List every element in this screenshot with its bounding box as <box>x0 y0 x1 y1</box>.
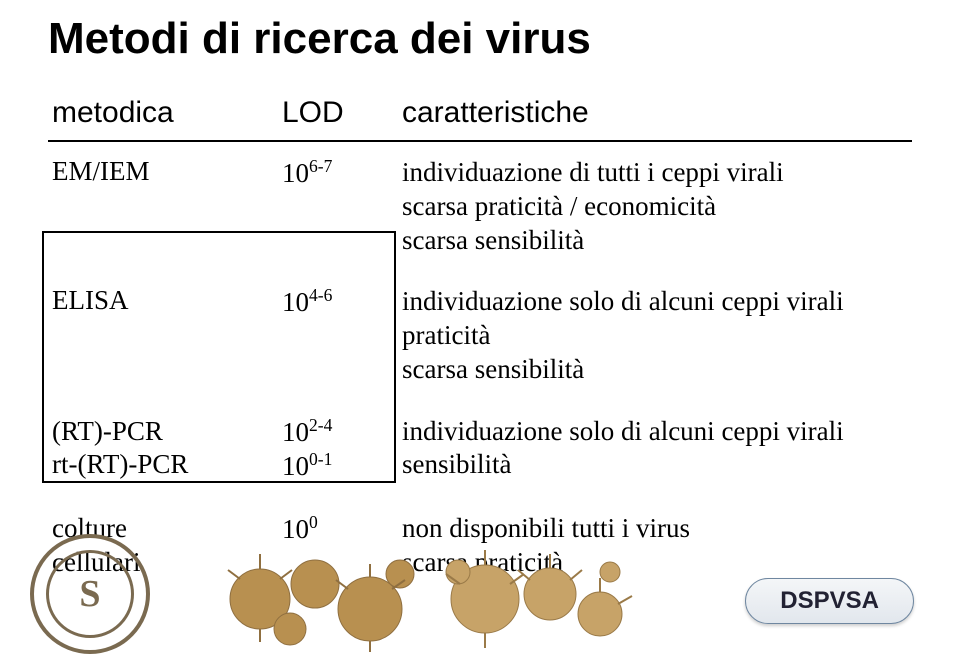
col-caratteristiche: caratteristiche <box>398 90 912 141</box>
method-cell: EM/IEM <box>48 141 278 271</box>
lod-exp: 0 <box>309 512 318 532</box>
lod-cell: 106-7 <box>278 141 398 271</box>
method-cell: (RT)-PCR rt-(RT)-PCR <box>48 401 278 499</box>
char-line: scarsa sensibilità <box>402 353 904 387</box>
table-row: EM/IEM 106-7 individuazione di tutti i c… <box>48 141 912 271</box>
lod-exp: 0-1 <box>309 449 332 469</box>
methods-table: metodica LOD caratteristiche EM/IEM 106-… <box>48 90 912 594</box>
method-cell: ELISA <box>48 271 278 400</box>
char-line: individuazione di tutti i ceppi virali <box>402 156 904 190</box>
characteristics-cell: individuazione solo di alcuni ceppi vira… <box>398 401 912 499</box>
char-line: praticità <box>402 319 904 353</box>
method-line: rt-(RT)-PCR <box>52 448 270 482</box>
dspvsa-badge: DSPVSA <box>745 578 914 624</box>
slide: Metodi di ricerca dei virus metodica LOD… <box>0 0 960 668</box>
table-header-row: metodica LOD caratteristiche <box>48 90 912 141</box>
col-metodica: metodica <box>48 90 278 141</box>
lod-base: 10 <box>282 514 309 544</box>
page-title: Metodi di ricerca dei virus <box>48 14 912 64</box>
lod-base: 10 <box>282 417 309 447</box>
lod-line: 100-1 <box>282 449 390 484</box>
lod-base: 10 <box>282 287 309 317</box>
lod-base: 10 <box>282 158 309 188</box>
institute-seal-icon: S <box>30 534 150 654</box>
lod-cell: 104-6 <box>278 271 398 400</box>
char-line: non disponibili tutti i virus <box>402 512 904 546</box>
seal-inner: S <box>46 550 134 638</box>
lod-cell: 102-4 100-1 <box>278 401 398 499</box>
lod-exp: 2-4 <box>309 415 332 435</box>
table-row: (RT)-PCR rt-(RT)-PCR 102-4 100-1 individ… <box>48 401 912 499</box>
lod-exp: 4-6 <box>309 285 332 305</box>
char-line: scarsa praticità / economicità <box>402 190 904 224</box>
col-lod: LOD <box>278 90 398 141</box>
lod-base: 10 <box>282 451 309 481</box>
table-row: ELISA 104-6 individuazione solo di alcun… <box>48 271 912 400</box>
char-line: scarsa sensibilità <box>402 224 904 258</box>
char-line: sensibilità <box>402 448 904 482</box>
lod-exp: 6-7 <box>309 156 332 176</box>
char-line: individuazione solo di alcuni ceppi vira… <box>402 415 904 449</box>
method-line: (RT)-PCR <box>52 415 270 449</box>
characteristics-cell: individuazione di tutti i ceppi virali s… <box>398 141 912 271</box>
seal-letter: S <box>79 572 100 616</box>
lod-line: 102-4 <box>282 415 390 450</box>
virus-illustration <box>430 544 640 654</box>
char-line: individuazione solo di alcuni ceppi vira… <box>402 285 904 319</box>
characteristics-cell: individuazione solo di alcuni ceppi vira… <box>398 271 912 400</box>
virus-illustration <box>220 544 430 654</box>
